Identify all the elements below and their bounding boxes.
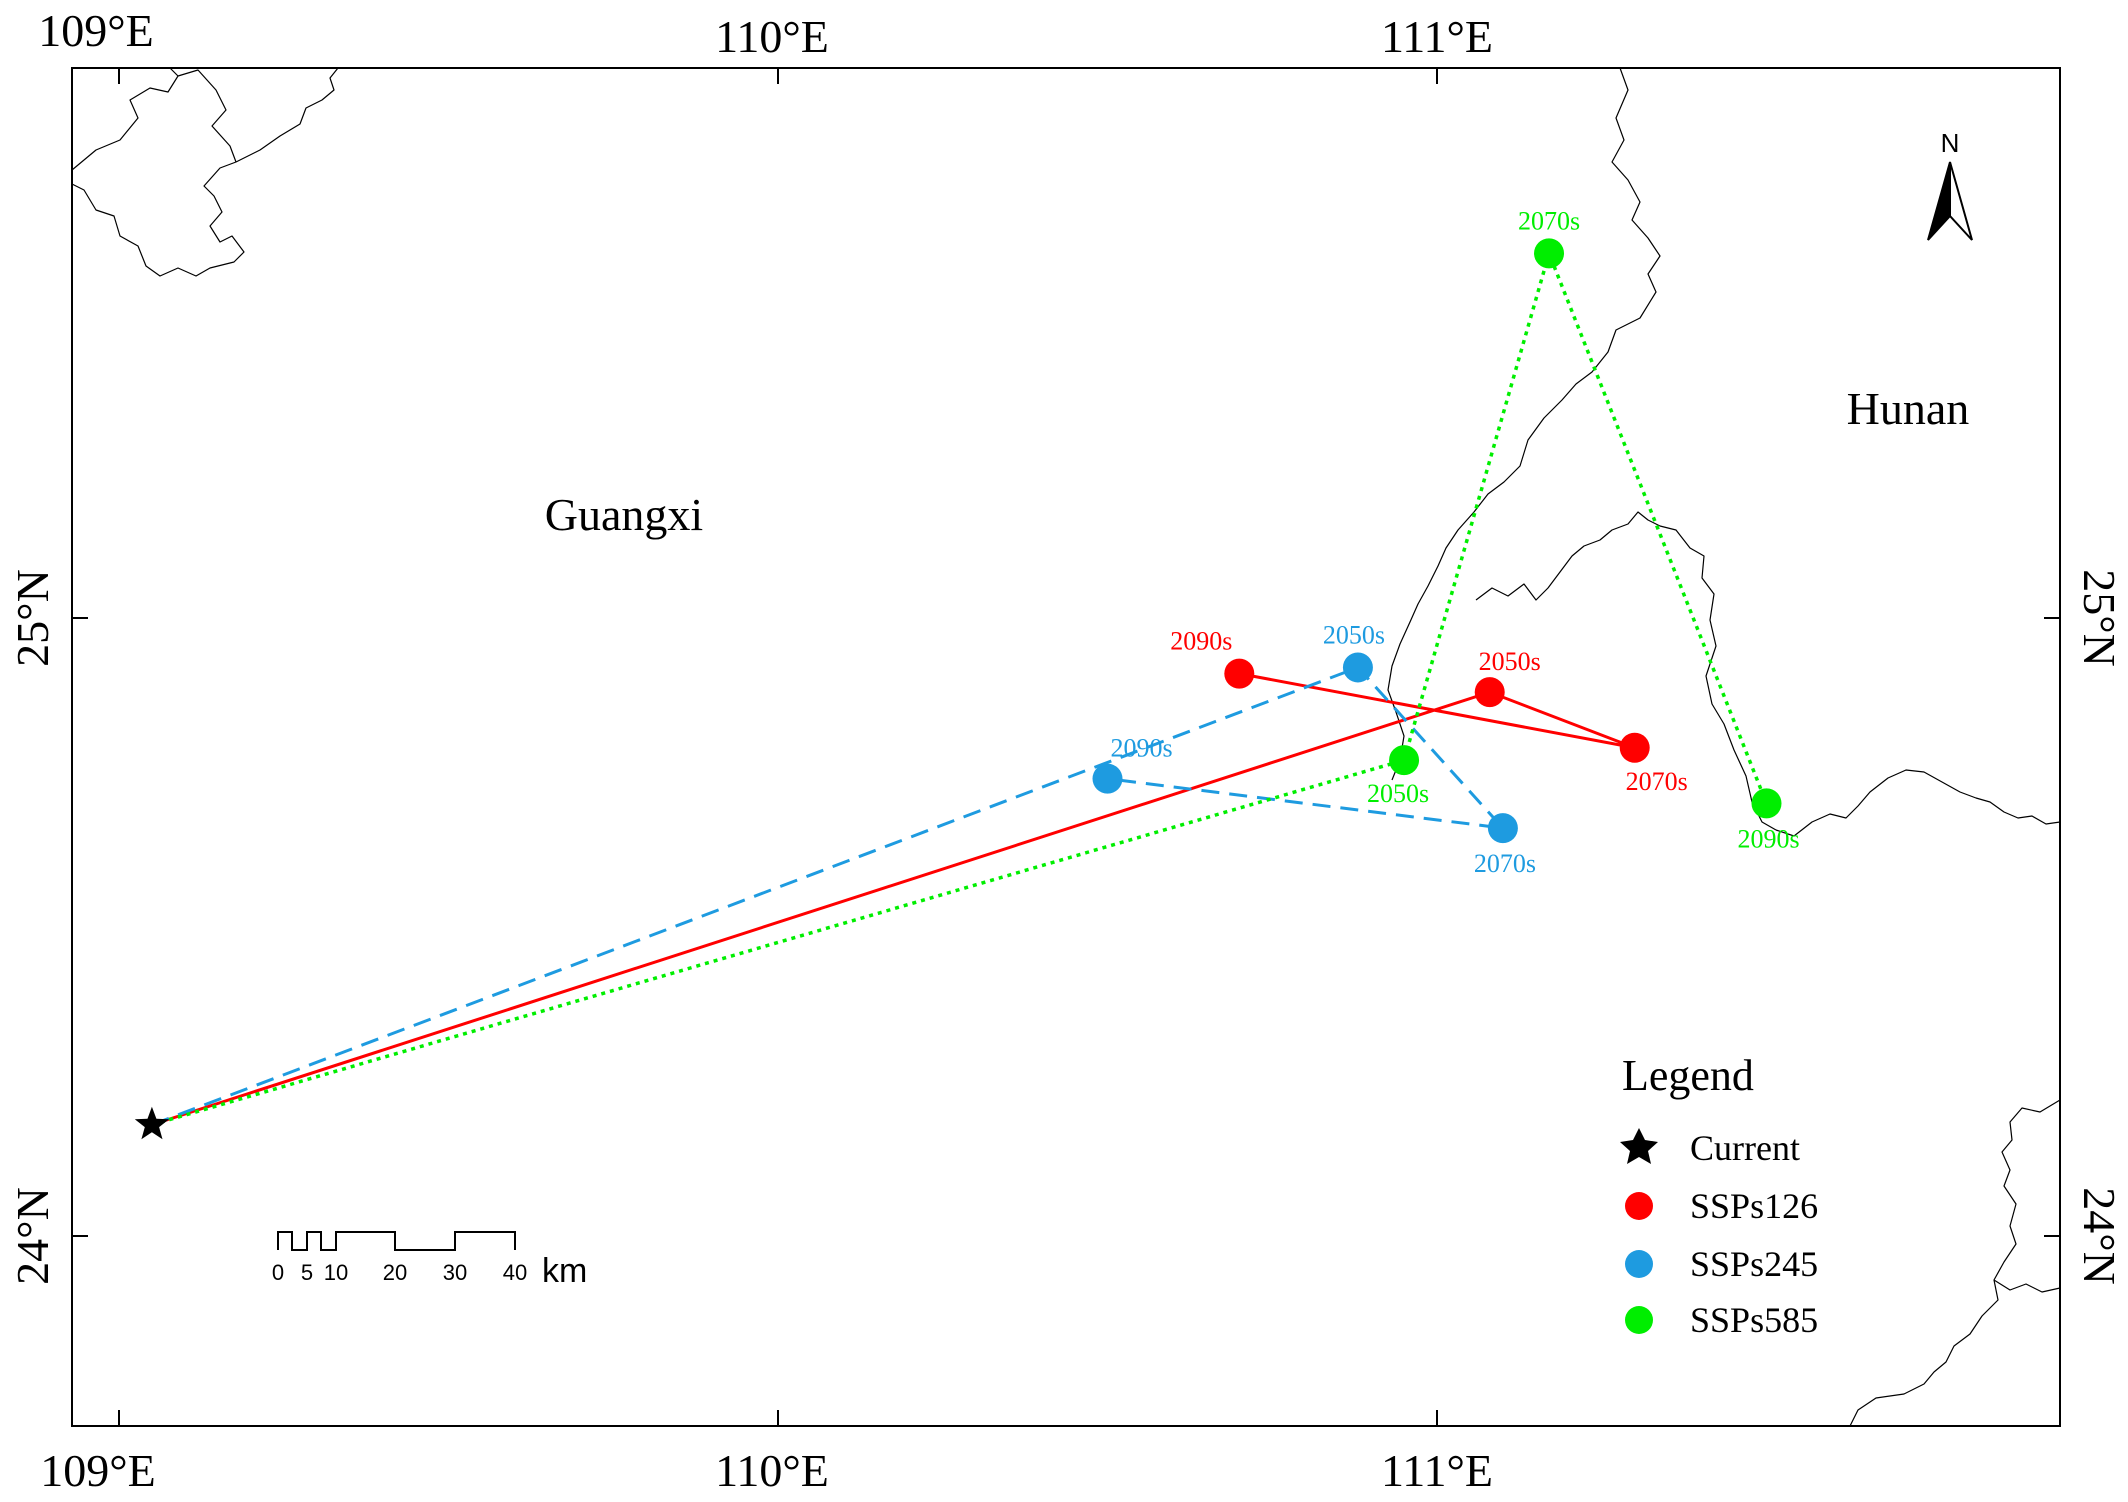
scale-bar: 0 5 10 20 30 40 km <box>272 1231 587 1290</box>
bottom-longitude-labels: 109°E 110°E 111°E <box>40 1445 1493 1496</box>
period-label-ssps585-2090s: 2090s <box>1737 824 1799 853</box>
scale-tick-40: 40 <box>503 1260 527 1285</box>
current-centroid-layer <box>134 1106 170 1140</box>
legend-label-ssps245: SSPs245 <box>1690 1244 1818 1284</box>
centroid-point-ssps126-2070s <box>1619 732 1650 763</box>
right-lat-label-24: 24°N <box>2074 1187 2125 1285</box>
scale-tick-5: 5 <box>301 1260 313 1285</box>
bottom-lon-label-110: 110°E <box>715 1445 829 1496</box>
legend-label-ssps585: SSPs585 <box>1690 1300 1818 1340</box>
period-label-ssps126-2050s: 2050s <box>1479 647 1541 676</box>
trajectory-line-ssps245 <box>151 665 1507 1127</box>
bottom-lon-label-109: 109°E <box>40 1445 156 1496</box>
scale-tick-30: 30 <box>443 1260 467 1285</box>
period-label-ssps585-2070s: 2070s <box>1518 206 1580 235</box>
scale-unit-label: km <box>542 1252 587 1290</box>
map-frame <box>71 67 2061 1427</box>
top-lon-label-111: 111°E <box>1381 11 1493 62</box>
legend-star-icon <box>1620 1128 1658 1164</box>
period-label-ssps245-2070s: 2070s <box>1474 849 1536 878</box>
period-label-ssps245-2050s: 2050s <box>1323 620 1385 649</box>
right-latitude-labels: 25°N 24°N <box>2074 569 2125 1285</box>
left-lat-label-25: 25°N <box>7 569 58 667</box>
centroid-point-ssps585-2050s <box>1389 745 1420 776</box>
legend-red-circle-icon <box>1625 1192 1653 1220</box>
province-boundaries <box>71 67 2061 1427</box>
period-label-ssps245-2090s: 2090s <box>1110 734 1172 763</box>
period-label-ssps126-2090s: 2090s <box>1170 627 1232 656</box>
scale-tick-0: 0 <box>272 1260 284 1285</box>
scale-tick-20: 20 <box>383 1260 407 1285</box>
left-latitude-labels: 25°N 24°N <box>7 569 58 1285</box>
scale-tick-10: 10 <box>324 1260 348 1285</box>
centroid-point-ssps245-2050s <box>1342 652 1373 683</box>
top-longitude-labels: 109°E 110°E 111°E <box>38 5 1493 62</box>
trajectory-line-ssps585 <box>151 247 1769 1127</box>
centroid-point-ssps585-2070s <box>1534 238 1565 269</box>
boundary-guangxi-hunan <box>1387 67 1661 781</box>
right-lat-label-25: 25°N <box>2074 569 2125 667</box>
region-label-guangxi: Guangxi <box>545 489 703 540</box>
boundary-northwest <box>71 67 339 277</box>
top-lon-label-110: 110°E <box>715 11 829 62</box>
legend-green-circle-icon <box>1625 1306 1653 1334</box>
centroid-point-ssps585-2090s <box>1751 788 1782 819</box>
period-label-ssps585-2050s: 2050s <box>1367 779 1429 808</box>
top-lon-label-109: 109°E <box>38 5 154 56</box>
legend-label-ssps126: SSPs126 <box>1690 1186 1818 1226</box>
legend-label-current: Current <box>1690 1128 1800 1168</box>
period-label-ssps126-2070s: 2070s <box>1626 767 1688 796</box>
centroid-point-ssps126-2050s <box>1474 677 1505 708</box>
north-arrow-label: N <box>1941 128 1960 158</box>
left-lat-label-24: 24°N <box>7 1187 58 1285</box>
trajectory-layer: 2050s 2070s 2090s 2050s 2070s 2090s 2050s 2070s… <box>151 206 1800 1127</box>
region-label-hunan: Hunan <box>1847 383 1970 434</box>
graticule-ticks <box>72 68 2060 1426</box>
boundary-southeast <box>1849 1099 2061 1427</box>
trajectory-line-ssps126 <box>151 672 1636 1127</box>
centroid-point-ssps245-2090s <box>1092 763 1123 794</box>
scale-bar-graphic <box>277 1231 516 1251</box>
bottom-lon-label-111: 111°E <box>1381 1445 1493 1496</box>
boundary-east-coast <box>1775 769 2061 837</box>
legend-title: Legend <box>1622 1051 1754 1100</box>
north-arrow: N <box>1927 128 1973 241</box>
current-centroid-star-icon <box>134 1106 170 1140</box>
centroid-point-ssps126-2090s <box>1224 658 1255 689</box>
legend-blue-circle-icon <box>1625 1250 1653 1278</box>
centroid-point-ssps245-2070s <box>1487 813 1518 844</box>
legend: Legend Current SSPs126 SSPs245 SSPs585 <box>1620 1051 1818 1340</box>
boundary-east-inner <box>1475 511 1777 831</box>
